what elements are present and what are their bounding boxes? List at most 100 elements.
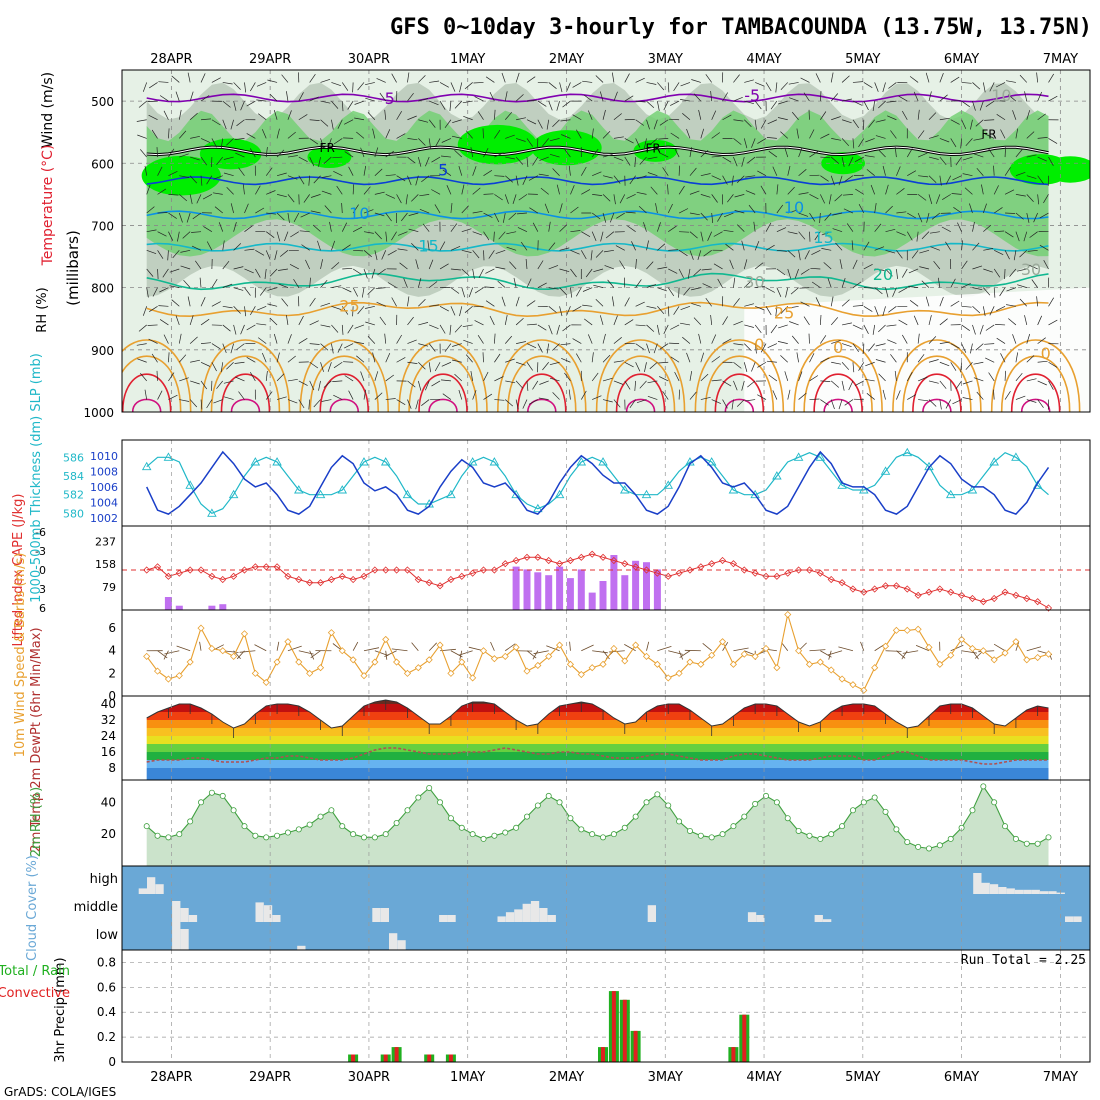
wind-barb	[546, 343, 550, 354]
wind-barb	[331, 324, 339, 333]
wind10-point	[621, 657, 629, 665]
wind-barb	[581, 250, 587, 260]
wind-barb	[787, 250, 796, 258]
wind-barb	[249, 372, 256, 382]
cloud-bar	[497, 916, 506, 922]
wind-barb	[613, 399, 621, 408]
wind-barb	[799, 287, 810, 289]
surface-wind-barb	[532, 650, 539, 660]
wind-barb	[858, 138, 865, 148]
wind-barb	[289, 263, 299, 270]
wind-barb	[674, 147, 680, 158]
wind10-point	[1044, 650, 1053, 658]
panel-frame-precip	[121, 949, 1091, 1063]
wind-barb	[820, 111, 827, 120]
cloud-bar	[1056, 892, 1065, 894]
li-point	[273, 563, 281, 571]
wind-barb	[691, 79, 701, 83]
wind-barb	[515, 380, 524, 389]
thickness-point	[750, 489, 760, 499]
wind-barb	[384, 333, 387, 344]
wind-barb	[140, 149, 147, 158]
wind-barb	[309, 74, 316, 83]
wind-barb	[548, 306, 557, 313]
wind10-point	[795, 647, 803, 655]
wind-barb	[787, 186, 795, 195]
panel-frame-upper	[121, 69, 1091, 413]
wind-barb	[689, 231, 698, 239]
thickness-point	[402, 489, 413, 499]
wind-barb	[461, 184, 465, 195]
bl-temp-contour	[526, 398, 557, 412]
wind-barb	[602, 354, 611, 363]
wind-barb	[901, 110, 908, 120]
wind-barb	[945, 241, 952, 251]
wind10-point	[588, 664, 596, 672]
precip-legend-total: Total / Rain	[0, 964, 70, 979]
rh2m-point	[860, 799, 867, 806]
wind-barb	[298, 338, 308, 344]
wind-barb	[321, 175, 332, 178]
axis-title: 1000-500mb Thickness (dm) SLP (mb)	[29, 353, 44, 603]
wind-barb	[552, 168, 560, 176]
wind-barb	[520, 241, 528, 251]
wind-barb	[157, 166, 163, 176]
surface-wind-barb	[546, 645, 560, 652]
wind10-point	[143, 652, 151, 660]
contour-label: 10	[991, 86, 1011, 105]
li-point	[436, 582, 444, 590]
wind-barb	[431, 189, 441, 195]
wind-barb	[171, 75, 180, 83]
wind-barb	[882, 389, 886, 400]
wind-barb	[827, 278, 832, 288]
wind-barb	[646, 284, 657, 288]
wind-barb	[780, 355, 788, 363]
surface-wind-barb	[679, 650, 691, 658]
wind-barb	[144, 165, 148, 176]
wind-barb	[309, 343, 320, 345]
wind-barb	[1015, 352, 1019, 363]
wind-barb	[463, 115, 473, 121]
wind-barb	[890, 354, 897, 363]
wind-barb	[397, 248, 408, 251]
wind-barb	[939, 72, 944, 83]
wind10-point	[729, 660, 737, 668]
cloud-background	[122, 866, 1090, 950]
wind-barb	[1006, 287, 1017, 292]
wind-barb	[1048, 297, 1054, 307]
wind-barb	[939, 341, 950, 344]
wind-barb	[892, 287, 897, 297]
wind-barb	[639, 380, 647, 389]
wind-barb	[831, 116, 841, 121]
wind-barb	[137, 358, 147, 363]
wind-barb	[830, 72, 834, 83]
wind-barb	[483, 393, 493, 400]
li-point	[327, 575, 335, 584]
li-point	[849, 585, 857, 593]
isotherm-line	[146, 242, 1049, 252]
wind-barb	[979, 100, 984, 111]
wind-barb	[711, 356, 721, 363]
wind-barb	[234, 361, 245, 364]
wind-barb	[743, 138, 748, 149]
wind-barb	[396, 334, 403, 344]
wind10-point	[349, 656, 357, 664]
wind-barb	[273, 333, 278, 344]
wind-barb	[468, 287, 473, 298]
wind-barb	[449, 101, 452, 112]
wind10-point	[164, 675, 172, 683]
wind-barb	[635, 279, 642, 288]
wind-barb	[863, 305, 873, 312]
rh2m-point	[1045, 834, 1052, 841]
wind-barb	[727, 194, 734, 203]
cape-bar	[566, 578, 574, 610]
wind-barb	[470, 147, 473, 158]
wind-barb	[581, 390, 587, 400]
wind-barb	[385, 129, 391, 139]
wind-barb	[246, 133, 256, 139]
wind-barb	[522, 175, 528, 185]
wind10-point	[751, 652, 759, 660]
wind-barb	[691, 287, 701, 291]
li-point	[686, 566, 694, 574]
